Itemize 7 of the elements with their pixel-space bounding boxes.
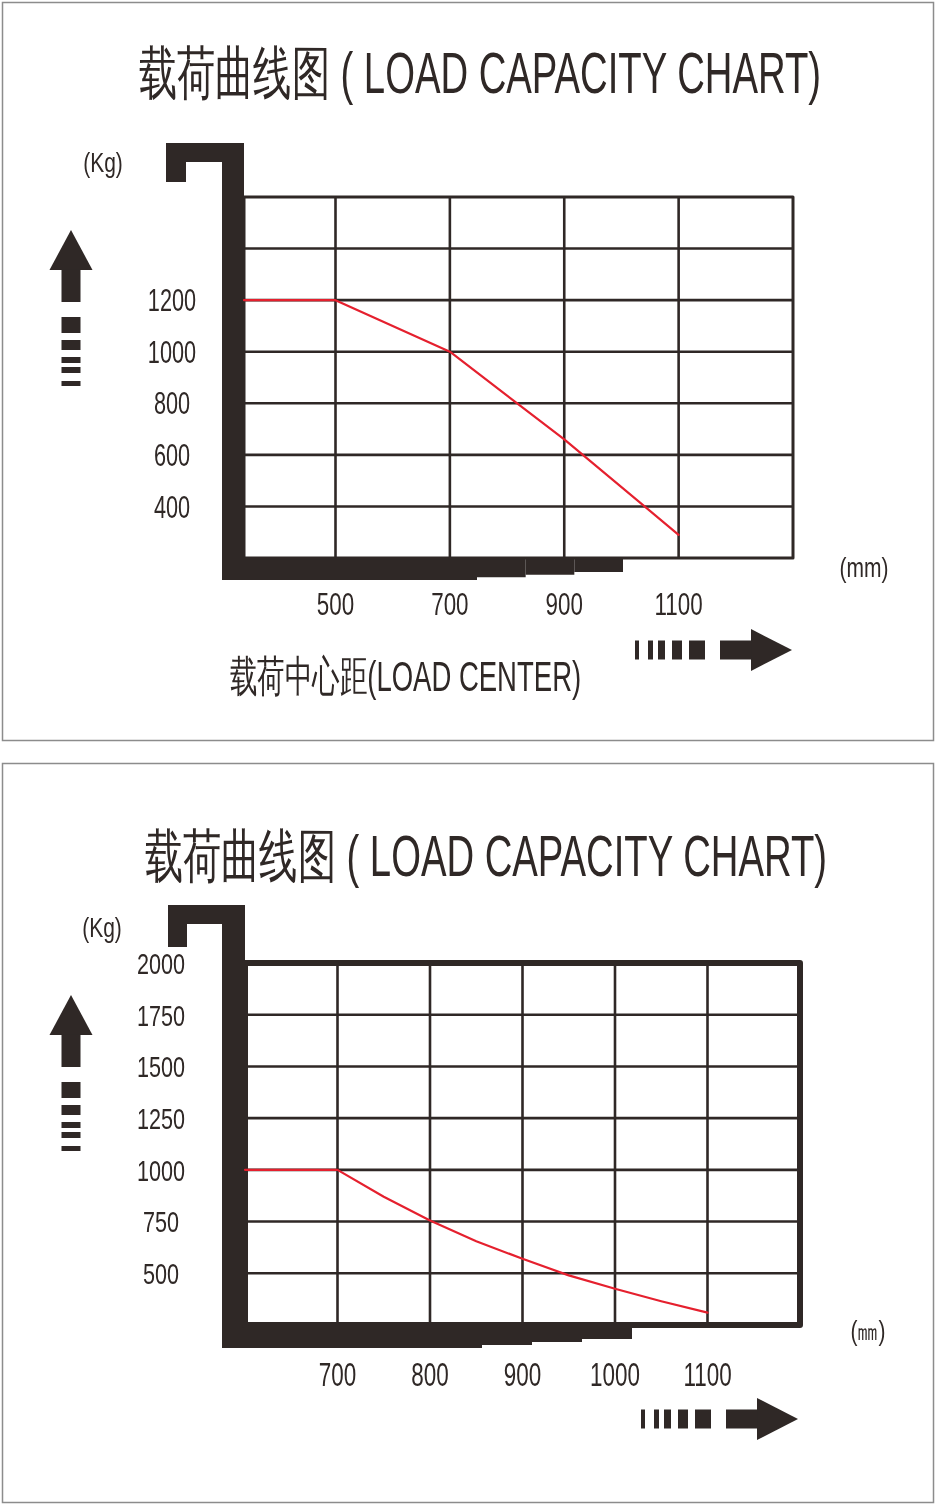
xlabel: (mm) bbox=[839, 552, 889, 583]
annotation: 载荷中心距(LOAD CENTER) bbox=[230, 651, 582, 701]
xlabel: (㎜) bbox=[850, 1315, 886, 1346]
title: 载荷曲线图 ( LOAD CAPACITY CHART) bbox=[138, 41, 822, 105]
ylabel: (Kg) bbox=[83, 147, 123, 178]
ylabel: (Kg) bbox=[82, 912, 122, 943]
title: 载荷曲线图 ( LOAD CAPACITY CHART) bbox=[144, 824, 828, 888]
